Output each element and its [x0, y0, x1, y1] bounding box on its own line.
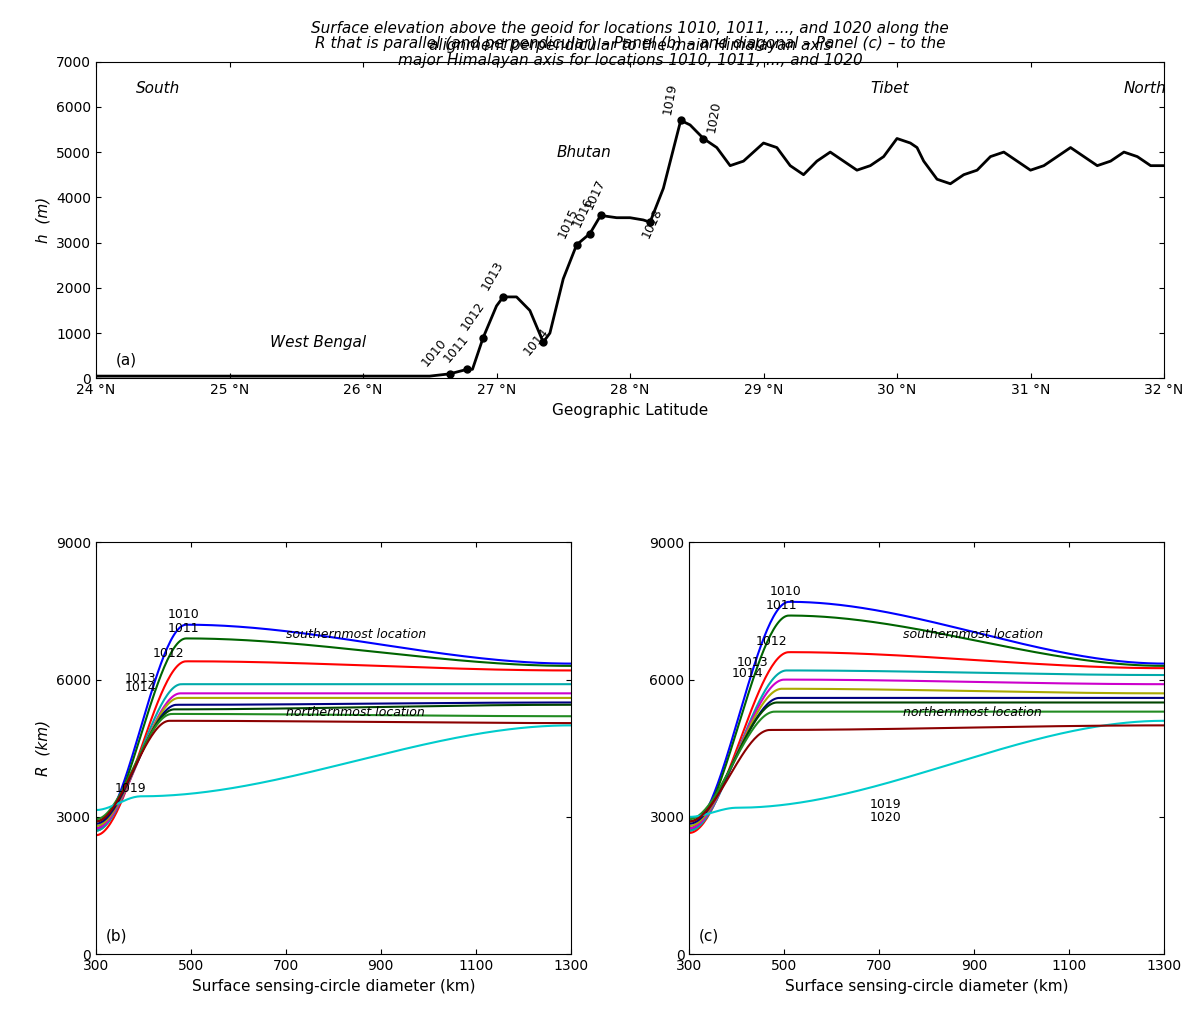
- Text: 1015: 1015: [556, 206, 581, 240]
- Text: 1012: 1012: [458, 300, 487, 333]
- Text: 1011: 1011: [442, 332, 472, 365]
- Text: 1020: 1020: [870, 812, 901, 825]
- Text: 1013: 1013: [125, 672, 156, 685]
- Y-axis label: R  (km): R (km): [36, 720, 50, 777]
- Text: (a): (a): [116, 353, 137, 367]
- Text: (b): (b): [106, 929, 127, 944]
- Text: 1011: 1011: [766, 599, 797, 611]
- X-axis label: Geographic Latitude: Geographic Latitude: [552, 403, 708, 418]
- Text: 1014: 1014: [125, 681, 156, 694]
- Text: Tibet: Tibet: [870, 81, 908, 96]
- Text: 1014: 1014: [732, 667, 763, 680]
- Text: 1018: 1018: [640, 206, 665, 240]
- Text: southernmost location: southernmost location: [902, 628, 1043, 641]
- Text: 1012: 1012: [756, 635, 787, 648]
- Text: 1019: 1019: [870, 798, 901, 811]
- Y-axis label: h  (m): h (m): [36, 197, 50, 243]
- Text: North: North: [1124, 81, 1166, 96]
- Text: 1011: 1011: [167, 622, 199, 634]
- Text: West Bengal: West Bengal: [270, 334, 366, 350]
- Text: R that is parallel (and perpendicular) – Panel (b) – and diagonal – Panel (c) – : R that is parallel (and perpendicular) –…: [314, 36, 946, 69]
- Text: 1017: 1017: [583, 176, 608, 211]
- Text: northernmost location: northernmost location: [902, 706, 1042, 719]
- X-axis label: Surface sensing-circle diameter (km): Surface sensing-circle diameter (km): [785, 979, 1068, 993]
- Text: (c): (c): [698, 929, 719, 944]
- Text: 1016: 1016: [571, 195, 596, 229]
- Title: Surface elevation above the geoid for locations 1010, 1011, ..., and 1020 along : Surface elevation above the geoid for lo…: [311, 22, 949, 53]
- Text: 1010: 1010: [419, 337, 449, 369]
- Text: northernmost location: northernmost location: [286, 706, 425, 719]
- Text: 1013: 1013: [479, 259, 506, 292]
- Text: 1019: 1019: [115, 782, 146, 795]
- Text: southernmost location: southernmost location: [286, 628, 426, 641]
- Text: 1012: 1012: [152, 646, 185, 660]
- Text: Bhutan: Bhutan: [557, 145, 611, 160]
- Text: 1013: 1013: [737, 656, 768, 669]
- Text: 1014: 1014: [522, 325, 552, 358]
- Text: 1020: 1020: [704, 101, 724, 134]
- Text: 1010: 1010: [167, 607, 199, 621]
- Text: South: South: [136, 81, 180, 96]
- X-axis label: Surface sensing-circle diameter (km): Surface sensing-circle diameter (km): [192, 979, 475, 993]
- Text: 1019: 1019: [661, 82, 679, 116]
- Text: 1010: 1010: [770, 585, 802, 598]
